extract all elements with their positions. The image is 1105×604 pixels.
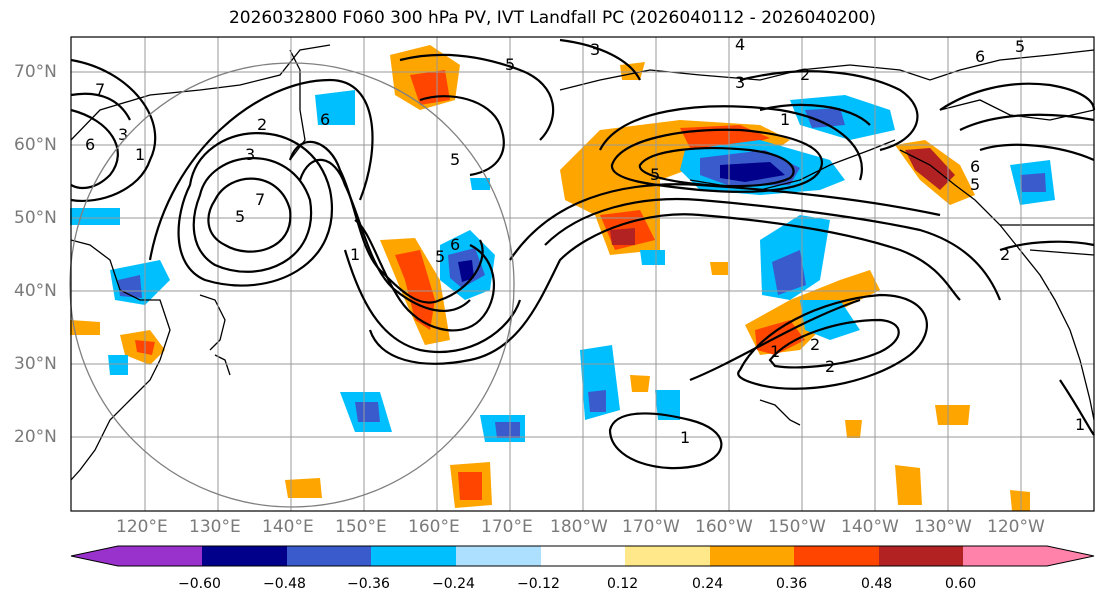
colorbar-segment <box>963 546 1047 566</box>
lat-label-60n: 60°N <box>14 135 57 155</box>
lat-label-30n: 30°N <box>14 354 57 374</box>
colorbar-segment <box>287 546 371 566</box>
lon-label-120w: 120°W <box>987 517 1045 537</box>
contour-label: 6 <box>450 235 460 254</box>
lon-label-160w: 160°W <box>695 517 753 537</box>
lon-label-150e: 150°E <box>335 517 387 537</box>
colorbar-segment <box>541 546 625 566</box>
lat-label-20n: 20°N <box>14 427 57 447</box>
contour-label: 1 <box>350 245 360 264</box>
contour-label-group: 1 2 1 2 2 3 7 5 1 5 6 5 6 5 3 4 3 2 1 5 … <box>85 35 1085 447</box>
contour-label: 4 <box>735 35 745 54</box>
contour-label: 5 <box>235 207 245 226</box>
contour-label: 1 <box>780 110 790 129</box>
lon-label-130e: 130°E <box>189 517 241 537</box>
contour-label: 7 <box>95 80 105 99</box>
colorbar-tick: 0.36 <box>776 576 808 592</box>
contour-label: 1 <box>770 342 780 361</box>
colorbar-extend-right <box>1047 546 1094 566</box>
map-title: 2026032800 F060 300 hPa PV, IVT Landfall… <box>228 8 876 28</box>
lat-label-50n: 50°N <box>14 208 57 228</box>
pv-contours <box>70 38 1096 470</box>
colorbar-tick: −0.48 <box>263 576 306 592</box>
contour-label: 6 <box>970 157 980 176</box>
lon-label-140w: 140°W <box>841 517 899 537</box>
colorbar-segment <box>625 546 710 566</box>
lon-label-150w: 150°W <box>768 517 826 537</box>
landfall-radius-circle <box>69 62 515 508</box>
lat-label-70n: 70°N <box>14 62 57 82</box>
lon-label-160e: 160°E <box>408 517 460 537</box>
contour-label: 5 <box>970 175 980 194</box>
contour-label: 3 <box>118 125 128 144</box>
contour-label: 6 <box>320 110 330 129</box>
contour-label: 1 <box>680 428 690 447</box>
contour-label: 3 <box>590 40 600 59</box>
contour-label: 3 <box>245 145 255 164</box>
colorbar-tick: 0.48 <box>861 576 893 592</box>
colorbar-segment <box>710 546 794 566</box>
lon-label-170w: 170°W <box>622 517 680 537</box>
contour-label: 6 <box>975 47 985 66</box>
contour-label: 2 <box>1000 245 1010 264</box>
contour-label: 5 <box>450 150 460 169</box>
contour-label: 2 <box>810 335 820 354</box>
colorbar-tick: −0.12 <box>517 576 560 592</box>
lon-label-170e: 170°E <box>481 517 533 537</box>
colorbar-segment <box>456 546 541 566</box>
lon-label-140e: 140°E <box>262 517 314 537</box>
colorbar <box>70 545 1095 567</box>
contour-label: 5 <box>650 165 660 184</box>
contour-label: 2 <box>800 65 810 84</box>
contour-label: 6 <box>85 135 95 154</box>
colorbar-tick: −0.24 <box>432 576 475 592</box>
lat-label-40n: 40°N <box>14 281 57 301</box>
colorbar-segment <box>202 546 287 566</box>
colorbar-tick: 0.60 <box>945 576 977 592</box>
contour-label: 5 <box>505 55 515 74</box>
negative-anomaly-shading <box>70 90 1055 442</box>
colorbar-tick: −0.60 <box>178 576 221 592</box>
contour-label: 1 <box>1075 415 1085 434</box>
lon-label-130w: 130°W <box>914 517 972 537</box>
contour-label: 1 <box>135 145 145 164</box>
contour-label: 2 <box>825 357 835 376</box>
plot-frame <box>70 36 1095 512</box>
colorbar-tick: 0.12 <box>607 576 639 592</box>
colorbar-segment <box>371 546 456 566</box>
contour-label: 5 <box>435 247 445 266</box>
contour-label: 7 <box>255 190 265 209</box>
contour-label: 5 <box>1015 37 1025 56</box>
lon-label-120e: 120°E <box>116 517 168 537</box>
contour-label: 2 <box>257 115 267 134</box>
colorbar-tick: 0.24 <box>692 576 724 592</box>
colorbar-segment <box>879 546 963 566</box>
colorbar-extend-left <box>71 546 118 566</box>
colorbar-segment <box>794 546 879 566</box>
colorbar-segment <box>118 546 202 566</box>
colorbar-tick: −0.36 <box>347 576 390 592</box>
contour-label: 3 <box>735 73 745 92</box>
lon-label-180w: 180°W <box>550 517 608 537</box>
